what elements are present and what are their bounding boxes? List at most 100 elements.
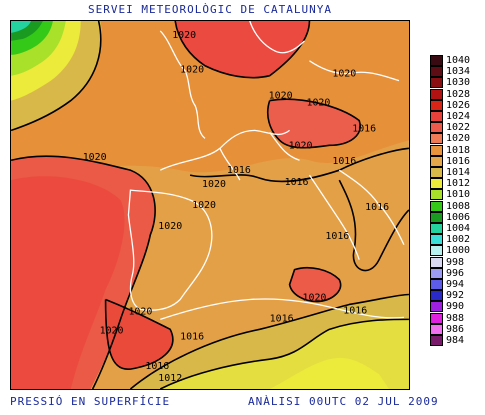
legend-swatch xyxy=(430,155,443,167)
legend-row: 1000 xyxy=(430,245,471,257)
legend-label: 1014 xyxy=(446,167,471,178)
legend-swatch xyxy=(430,279,443,290)
isobar-label: 1020 xyxy=(192,200,216,211)
legend-row: 1008 xyxy=(430,200,470,212)
legend-row: 994 xyxy=(430,279,464,290)
isobar-1020-iberia xyxy=(104,298,174,370)
border-inner-2 xyxy=(269,132,300,161)
coast-north-africa xyxy=(160,298,405,320)
legend-label: 1030 xyxy=(446,77,471,89)
legend-label: 1002 xyxy=(446,234,471,246)
isobar-1020-med xyxy=(288,266,342,303)
legend-row: 1006 xyxy=(430,211,470,223)
legend-label: 1034 xyxy=(446,66,471,78)
coastlines xyxy=(127,21,405,320)
legend-label: 984 xyxy=(446,335,465,346)
legend-label: 996 xyxy=(446,267,465,279)
isobar-label: 1016 xyxy=(180,331,204,342)
isobar-label: 1020 xyxy=(332,69,356,80)
legend-swatch xyxy=(430,200,443,212)
coast-balkans xyxy=(338,169,405,246)
legend-swatch xyxy=(430,301,443,313)
legend-swatch xyxy=(430,66,443,78)
low-atlantic-1004 xyxy=(11,21,31,33)
isobar-label: 1016 xyxy=(285,177,309,188)
legend-row: 1018 xyxy=(430,144,471,156)
legend-swatch xyxy=(430,99,443,111)
isobar-label: 1020 xyxy=(180,65,204,76)
legend-swatch xyxy=(430,335,443,346)
coast-iberia xyxy=(127,189,213,311)
isobar-label: 1016 xyxy=(343,305,367,316)
high-north xyxy=(175,21,310,78)
legend-label: 1016 xyxy=(446,155,471,167)
legend-row: 1004 xyxy=(430,223,470,234)
legend-swatch xyxy=(430,167,443,178)
legend-label: 1018 xyxy=(446,144,471,156)
legend-row: 1020 xyxy=(430,133,471,145)
high-med xyxy=(289,267,341,302)
isobar-label: 1020 xyxy=(289,140,313,151)
legend-swatch xyxy=(430,189,443,201)
legend-row: 1016 xyxy=(430,155,471,167)
legend-swatch xyxy=(430,178,443,190)
isobar-label: 1012 xyxy=(158,373,182,384)
isobar-label: 1016 xyxy=(352,123,376,134)
legend-swatch xyxy=(430,55,443,66)
legend-row: 986 xyxy=(430,323,465,335)
legend-label: 1000 xyxy=(446,245,471,257)
legend-label: 998 xyxy=(446,256,465,268)
border-inner-1 xyxy=(219,148,241,181)
isobar-1020-north xyxy=(174,21,311,79)
legend-label: 1028 xyxy=(446,88,471,100)
legend-label: 1022 xyxy=(446,122,471,134)
isobar-label: 1020 xyxy=(302,292,326,303)
low-south-1010 xyxy=(269,357,390,389)
isobar-label: 1020 xyxy=(158,221,182,232)
legend-row: 988 xyxy=(430,312,465,324)
legend-swatch xyxy=(430,211,443,223)
isobar-1016-atlantic xyxy=(11,21,102,132)
isobar-1012-south xyxy=(159,318,409,389)
legend-swatch xyxy=(430,245,443,257)
legend-row: 1010 xyxy=(430,189,470,201)
legend-swatch xyxy=(430,122,443,134)
isobar-label: 1016 xyxy=(145,361,169,372)
legend-swatch xyxy=(430,323,443,335)
isobars xyxy=(11,21,409,389)
legend-label: 990 xyxy=(446,301,465,313)
isobar-label: 1016 xyxy=(332,156,356,167)
isobar-label: 1020 xyxy=(172,30,196,41)
legend-label: 992 xyxy=(446,290,465,302)
isobar-1020-west xyxy=(11,155,156,389)
isobar-1016-south xyxy=(129,293,409,389)
legend-swatch xyxy=(430,234,443,246)
legend-swatch xyxy=(430,256,443,268)
legend-row: 992 xyxy=(430,290,465,302)
legend-swatch xyxy=(430,290,443,302)
legend-row: 1002 xyxy=(430,234,471,246)
legend-label: 986 xyxy=(446,323,465,335)
legend-row: 1040 xyxy=(430,55,470,66)
coast-britain xyxy=(159,30,206,139)
legend-row: 1014 xyxy=(430,167,470,178)
isobar-1016-mid xyxy=(189,147,409,183)
legend-swatch xyxy=(430,133,443,145)
legend-row: 984 xyxy=(430,335,464,346)
legend-label: 988 xyxy=(446,312,465,324)
isobar-label: 1016 xyxy=(270,313,294,324)
analysis-time: ANÀLISI 00UTC 02 JUL 2009 xyxy=(248,395,439,408)
legend-label: 1040 xyxy=(446,55,471,66)
isobar-label: 1020 xyxy=(100,325,124,336)
legend-label: 1020 xyxy=(446,133,471,145)
isobar-label: 1020 xyxy=(202,179,226,190)
high-west-core xyxy=(11,176,125,389)
legend-label: 1026 xyxy=(446,99,471,111)
isobar-label: 1020 xyxy=(269,91,293,102)
legend-row: 998 xyxy=(430,256,465,268)
legend-label: 994 xyxy=(446,279,465,290)
isobar-label: 1020 xyxy=(83,152,107,163)
coast-italy xyxy=(308,174,360,260)
coast-scandinavia xyxy=(249,21,305,54)
isobar-label: 1016 xyxy=(365,202,389,213)
